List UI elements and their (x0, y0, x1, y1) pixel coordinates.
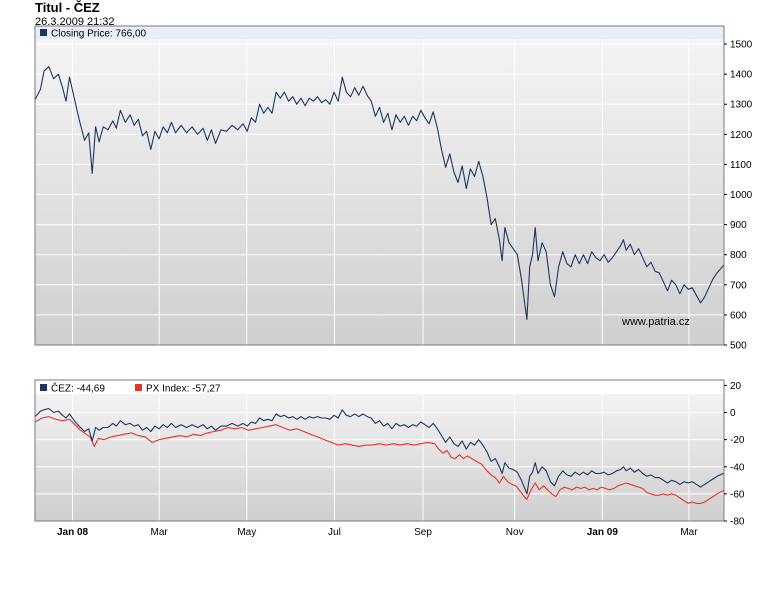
relative-y-tick-label: -20 (730, 435, 745, 446)
price-y-tick-label: 900 (730, 220, 747, 231)
relative-plot-area (35, 380, 724, 521)
relative-plot-border (34, 379, 725, 522)
page-title: Titul - ČEZ (35, 0, 100, 15)
price-panel: Closing Price: 766,00 www.patria.cz 500 6… (34, 25, 753, 352)
price-y-tick-label: 500 (730, 341, 747, 352)
relative-y-tick-label: -80 (730, 517, 745, 528)
price-y-tick-label: 1500 (730, 40, 753, 51)
x-tick-label: Mar (151, 527, 169, 538)
x-tick-label: May (237, 527, 256, 538)
price-y-tick-label: 600 (730, 310, 747, 321)
x-tick-label: Jan 09 (587, 527, 619, 538)
timestamp: 26.3.2009 21:32 (35, 16, 115, 28)
price-y-tick-label: 800 (730, 250, 747, 261)
x-tick-label: Nov (506, 527, 524, 538)
cez-legend-swatch (40, 384, 47, 391)
x-tick-label: Sep (414, 527, 432, 538)
closing-price-legend-label: Closing Price: 766,00 (51, 29, 147, 40)
px-index-legend-label: PX Index: -57,27 (146, 384, 221, 395)
relative-panel: ČEZ: -44,69 PX Index: -57,27 -80 -60 -40 -2… (34, 379, 745, 538)
price-legend-bar (35, 26, 724, 39)
relative-y-tick-label: -40 (730, 462, 745, 473)
x-tick-label: Jul (328, 527, 341, 538)
px-index-legend-swatch (135, 384, 142, 391)
price-y-tick-label: 1100 (730, 160, 752, 171)
relative-y-tick-label: 0 (730, 408, 736, 419)
relative-legend-bar (35, 380, 724, 394)
price-plot-area (35, 26, 724, 345)
watermark: www.patria.cz (621, 316, 690, 328)
price-y-tick-label: 1000 (730, 190, 753, 201)
price-plot-border (34, 25, 725, 346)
closing-price-series-line (34, 66, 725, 320)
price-y-tick-label: 1300 (730, 100, 753, 111)
px-index-series-line (34, 416, 725, 504)
relative-y-tick-label: 20 (730, 381, 742, 392)
cez-series-line (34, 407, 725, 495)
x-tick-label: Jan 08 (57, 527, 89, 538)
x-tick-label: Mar (680, 527, 698, 538)
closing-price-legend-swatch (40, 29, 47, 36)
cez-legend-label: ČEZ: -44,69 (51, 382, 105, 395)
relative-y-tick-label: -60 (730, 489, 745, 500)
price-y-tick-label: 1400 (730, 70, 753, 81)
price-y-tick-label: 700 (730, 280, 747, 291)
price-y-tick-label: 1200 (730, 130, 753, 141)
